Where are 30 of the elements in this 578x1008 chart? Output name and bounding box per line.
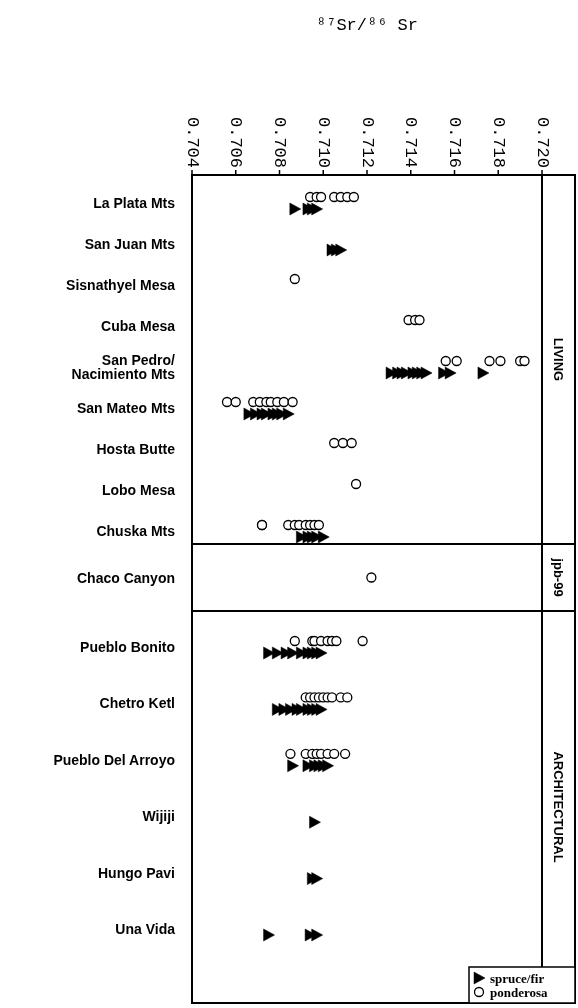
- y-tick-label: San Juan Mts: [84, 236, 176, 252]
- y-tick-label: Chetro Ketl: [99, 695, 175, 712]
- x-tick-label: 0.720: [532, 116, 552, 168]
- y-tick-label: Pueblo Bonito: [80, 639, 175, 655]
- x-tick-label: 0.708: [270, 116, 289, 168]
- y-tick-label: La Plata Mts: [93, 195, 176, 211]
- text: ARCHITECTURAL: [551, 751, 566, 863]
- y-tick-label: San Mateo Mts: [76, 400, 176, 416]
- y-tick-label: Una Vida: [115, 921, 176, 937]
- x-tick-label: 0.712: [357, 116, 377, 168]
- y-tick-label: Hungo Pavi: [97, 864, 175, 881]
- y-tick-label: Wijiji: [142, 808, 175, 825]
- y-tick-label: Chuska Mts: [96, 523, 176, 539]
- x-tick-label: 0.718: [488, 116, 508, 168]
- text: LIVING: [551, 337, 566, 382]
- x-tick-label: 0.710: [313, 116, 333, 168]
- text: jpb-99: [551, 557, 566, 597]
- x-tick-label: 0.716: [445, 116, 464, 168]
- y-tick-label: Cuba Mesa: [101, 318, 176, 334]
- y-tick-label: Hosta Butte: [96, 441, 176, 457]
- x-tick-label: 0.706: [226, 116, 246, 168]
- y-tick-label: Chaco Canyon: [76, 569, 175, 586]
- y-tick-label: Lobo Mesa: [101, 482, 176, 498]
- y-tick-label: San Pedro/ Nacimiento Mts: [71, 352, 176, 382]
- legend-label: spruce/fir: [490, 970, 545, 986]
- x-tick-label: 0.704: [182, 116, 202, 168]
- y-tick-label: Sisnathyel Mesa: [66, 277, 176, 293]
- y-tick-label: Pueblo Del Arroyo: [53, 751, 175, 768]
- x-axis-title: ⁸⁷Sr/⁸⁶ Sr: [315, 16, 419, 35]
- x-tick-label: 0.714: [401, 116, 421, 168]
